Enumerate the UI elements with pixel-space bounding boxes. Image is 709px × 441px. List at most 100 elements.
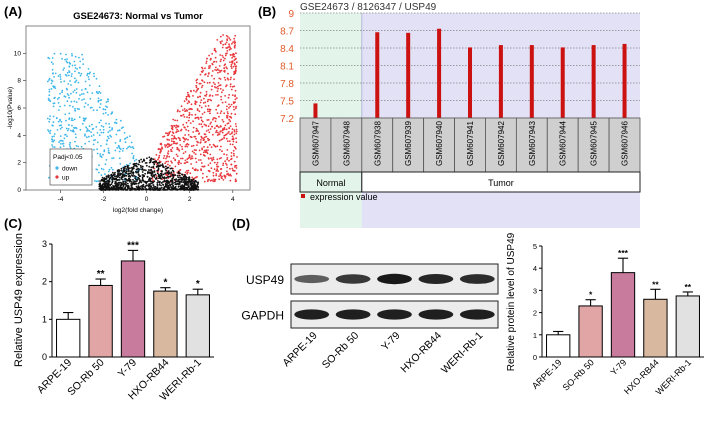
volcano-point-up: [169, 130, 172, 133]
volcano-point-down: [59, 118, 61, 121]
volcano-point-ns: [149, 185, 152, 188]
volcano-point-down: [60, 139, 63, 142]
blot-band: [418, 274, 454, 284]
volcano-point-up: [235, 52, 237, 55]
volcano-point-up: [203, 111, 206, 114]
volcano-point-down: [78, 66, 81, 69]
volcano-point-up: [223, 70, 226, 73]
volcano-point-up: [204, 105, 207, 107]
volcano-point-ns: [164, 165, 167, 168]
volcano-point-up: [226, 140, 229, 143]
volcano-point-down: [78, 98, 80, 100]
volcano-point-up: [230, 174, 232, 177]
volcano-point-up: [166, 138, 169, 141]
volcano-point-up: [234, 178, 237, 181]
volcano-point-down: [107, 98, 109, 100]
blot-band: [377, 273, 412, 285]
volcano-point-down: [100, 131, 103, 134]
volcano-point-up: [215, 174, 218, 177]
volcano-point-up: [168, 131, 171, 134]
volcano-point-up: [207, 137, 209, 140]
volcano-point-up: [197, 87, 200, 90]
volcano-point-up: [217, 104, 220, 107]
volcano-point-ns: [183, 188, 186, 190]
volcano-point-up: [209, 108, 212, 111]
volcano-point-ns: [181, 173, 184, 176]
volcano-point-down: [48, 118, 51, 121]
volcano-point-up: [182, 113, 185, 116]
volcano-point-ns: [124, 169, 126, 172]
volcano-legend: Padj<0.05 down up: [49, 148, 93, 186]
volcano-point-up: [224, 101, 227, 103]
volcano-point-down: [85, 88, 87, 90]
volcano-point-down: [58, 96, 60, 99]
volcano-point-up: [230, 155, 233, 158]
geo-bar: [591, 45, 596, 119]
volcano-point-up: [225, 137, 228, 140]
volcano-point-down: [57, 120, 60, 123]
volcano-point-down: [98, 90, 101, 93]
volcano-point-up: [207, 125, 210, 128]
volcano-point-down: [92, 134, 95, 136]
volcano-point-ns: [121, 176, 124, 179]
volcano-point-up: [164, 162, 167, 165]
volcano-point-up: [187, 129, 190, 132]
volcano-point-down: [111, 127, 114, 130]
volcano-point-down: [96, 132, 99, 134]
volcano-point-ns: [130, 170, 132, 173]
volcano-point-ns: [160, 170, 163, 173]
volcano-point-ns: [162, 166, 165, 168]
volcano-point-up: [214, 83, 216, 86]
volcano-point-up: [207, 164, 210, 167]
volcano-point-up: [235, 61, 238, 64]
volcano-point-down: [114, 149, 117, 152]
geo-bar: [560, 47, 565, 118]
volcano-point-ns: [177, 172, 180, 175]
volcano-point-ns: [124, 165, 127, 168]
volcano-point-up: [219, 87, 222, 90]
volcano-point-up: [228, 118, 231, 121]
volcano-point-ns: [137, 182, 140, 185]
volcano-point-up: [215, 108, 218, 111]
volcano-point-up: [172, 118, 175, 121]
volcano-point-up: [210, 157, 212, 160]
volcano-point-up: [228, 159, 230, 162]
usp49-protein-category-label: Y-79: [608, 357, 628, 377]
volcano-point-up: [230, 54, 232, 56]
volcano-point-up: [207, 105, 210, 107]
volcano-point-ns: [148, 156, 151, 159]
volcano-point-up: [171, 126, 174, 129]
volcano-point-down: [74, 81, 76, 83]
volcano-point-up: [222, 179, 225, 181]
volcano-point-down: [83, 105, 86, 108]
volcano-point-ns: [158, 161, 161, 164]
volcano-point-down: [64, 95, 67, 98]
volcano-point-up: [229, 85, 232, 88]
volcano-point-ns: [141, 184, 144, 187]
volcano-point-down: [117, 129, 119, 132]
volcano-point-up: [170, 140, 173, 143]
volcano-point-up: [233, 71, 236, 74]
volcano-point-down: [130, 146, 132, 149]
volcano-point-up: [167, 152, 170, 155]
volcano-point-down: [67, 83, 70, 85]
blot-lane-label: Y-79: [379, 330, 403, 354]
volcano-point-up: [158, 154, 161, 157]
volcano-point-up: [231, 42, 233, 45]
volcano-point-ns: [118, 174, 120, 176]
volcano-point-up: [233, 154, 235, 157]
volcano-point-down: [64, 58, 66, 61]
volcano-point-down: [111, 168, 114, 171]
volcano-point-down: [108, 168, 111, 171]
volcano-point-up: [195, 149, 197, 152]
volcano-point-down: [122, 126, 124, 129]
volcano-point-down: [118, 129, 121, 132]
volcano-legend-marker-down: [55, 166, 59, 170]
volcano-point-ns: [108, 177, 111, 180]
volcano-point-ns: [147, 169, 150, 171]
usp49-protein-significance: **: [684, 282, 691, 292]
volcano-point-ns: [187, 176, 190, 179]
volcano-point-down: [75, 79, 78, 82]
sample-label: GSM607946: [621, 121, 630, 166]
volcano-point-down: [53, 52, 56, 55]
